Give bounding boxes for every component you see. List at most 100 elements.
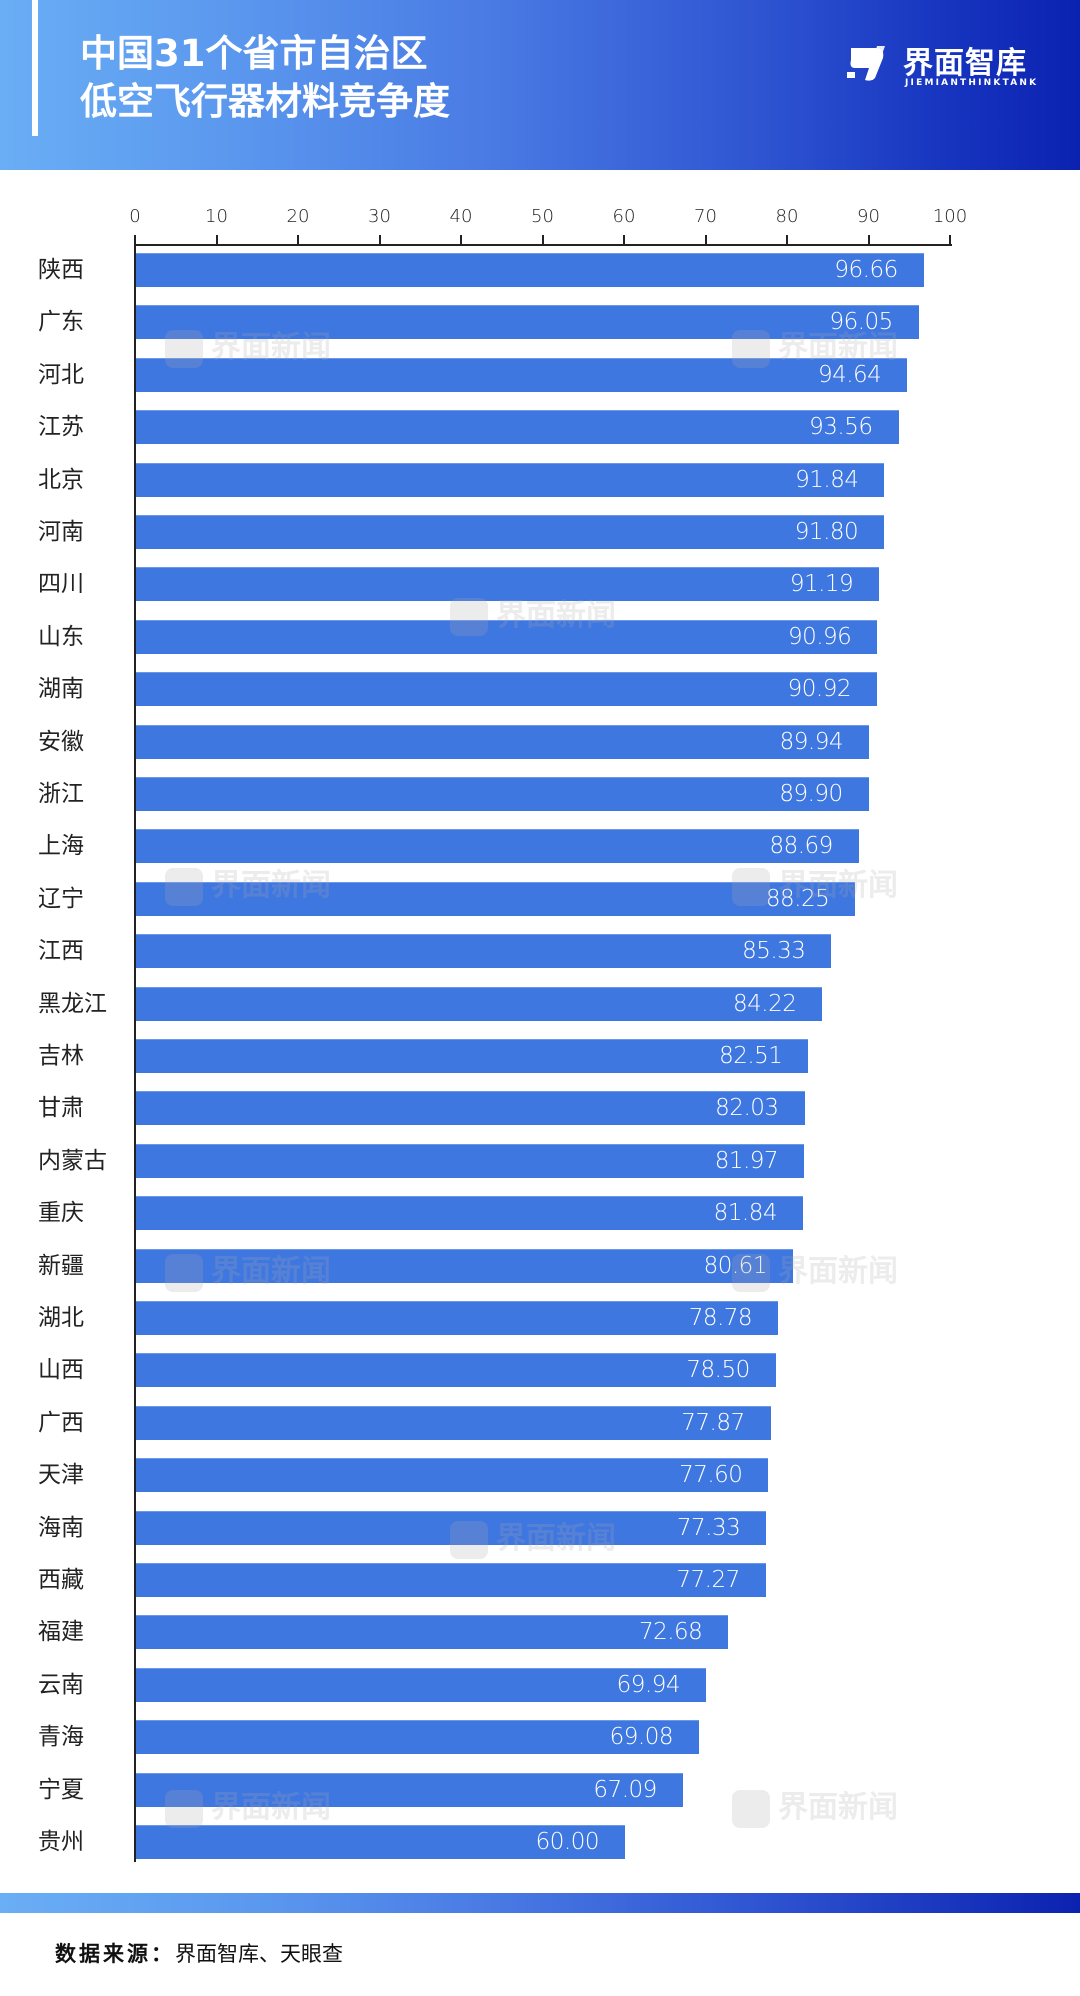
bar-row: 黑龙江 84.22: [0, 986, 1080, 1021]
bar-value-label: 85.33: [742, 938, 806, 965]
bar: 91.84: [136, 462, 885, 497]
x-tick-label: 90: [857, 206, 880, 227]
bar-value-label: 96.66: [834, 257, 898, 283]
x-tick-mark: [134, 235, 136, 245]
bar-row: 甘肃 82.03: [0, 1091, 1080, 1126]
bar-row: 天津 77.60: [0, 1458, 1080, 1493]
bar-row: 浙江 89.90: [0, 777, 1080, 811]
x-tick-mark: [623, 235, 625, 245]
bar-value-label: 88.69: [769, 833, 833, 860]
x-tick-label: 80: [775, 206, 799, 227]
bar-row: 山东 90.96: [0, 619, 1080, 654]
bar: 78.50: [136, 1353, 776, 1388]
bar-value-label: 91.19: [789, 571, 854, 598]
bar-row: 四川 91.19: [0, 567, 1080, 602]
category-label: 天津: [38, 1462, 84, 1489]
bar-row: 云南 69.94: [0, 1667, 1080, 1702]
bar-value-label: 84.22: [733, 990, 797, 1017]
bar: 85.33: [136, 934, 832, 969]
bar: 80.61: [136, 1248, 793, 1283]
x-tick-mark: [378, 235, 381, 245]
bar-row: 青海 69.08: [0, 1720, 1080, 1755]
bar-value-label: 69.08: [609, 1724, 674, 1751]
bar-value-label: 82.51: [719, 1043, 783, 1069]
jiemian-logo-icon: [847, 46, 885, 81]
bar-row: 上海 88.69: [0, 829, 1080, 864]
bar-row: 安徽 89.94: [0, 724, 1080, 759]
x-tick-mark: [867, 235, 870, 245]
category-label: 黑龙江: [38, 990, 107, 1017]
bar-value-label: 96.05: [829, 309, 893, 336]
x-tick-label: 60: [612, 206, 636, 227]
x-tick-mark: [215, 235, 218, 245]
bar-row: 河南 91.80: [0, 515, 1080, 549]
bar: 78.78: [136, 1301, 779, 1335]
bar-value-label: 91.80: [794, 519, 859, 545]
category-label: 山西: [38, 1357, 84, 1384]
x-tick-label: 30: [368, 206, 391, 227]
x-tick-mark: [786, 235, 788, 245]
category-label: 江苏: [38, 414, 84, 441]
bar: 60.00: [136, 1825, 625, 1859]
bar-value-label: 78.78: [688, 1305, 753, 1331]
bar-row: 福建 72.68: [0, 1615, 1080, 1650]
bar-value-label: 89.94: [779, 728, 844, 755]
bar-row: 广西 77.87: [0, 1405, 1080, 1440]
category-label: 西藏: [38, 1567, 84, 1593]
x-tick-mark: [949, 235, 951, 245]
bar: 77.33: [136, 1510, 767, 1545]
bar-row: 辽宁 88.25: [0, 881, 1080, 916]
bar: 96.05: [136, 305, 919, 340]
bar-value-label: 72.68: [638, 1619, 703, 1646]
x-axis-line: [135, 244, 952, 246]
category-label: 云南: [38, 1671, 84, 1698]
bar: 88.25: [136, 881, 856, 916]
bar: 84.22: [136, 986, 823, 1021]
bar: 90.96: [136, 619, 878, 654]
category-label: 辽宁: [38, 885, 84, 912]
category-label: 浙江: [38, 781, 84, 807]
bar-value-label: 60.00: [535, 1829, 600, 1855]
category-label: 湖南: [38, 676, 84, 703]
x-tick-label: 50: [531, 206, 554, 227]
category-label: 安徽: [38, 728, 84, 755]
x-tick-label: 40: [449, 206, 473, 227]
category-label: 河北: [38, 361, 84, 388]
bar-value-label: 93.56: [809, 414, 873, 441]
bar: 67.09: [136, 1772, 683, 1807]
category-label: 青海: [38, 1724, 84, 1751]
title-line-1: 中国31个省市自治区: [80, 32, 428, 75]
bar-row: 河北 94.64: [0, 357, 1080, 392]
category-label: 重庆: [38, 1200, 84, 1227]
x-tick-mark: [297, 235, 299, 245]
category-label: 江西: [38, 938, 84, 965]
bar: 89.94: [136, 724, 869, 759]
x-tick-mark: [704, 235, 707, 245]
bar-row: 北京 91.84: [0, 462, 1080, 497]
logo-text-cn: 界面智库: [903, 46, 1027, 81]
bar-value-label: 81.84: [713, 1200, 778, 1227]
bar-value-label: 94.64: [817, 361, 882, 388]
category-label: 海南: [38, 1514, 84, 1541]
header-banner: 中国31个省市自治区 低空飞行器材料竞争度 界面智库 JIEMIANTHINKT…: [0, 0, 1080, 170]
bar-row: 江西 85.33: [0, 934, 1080, 969]
footer-stripe: [0, 1893, 1080, 1913]
category-label: 四川: [38, 571, 84, 598]
category-label: 上海: [38, 833, 84, 860]
bar-value-label: 91.84: [795, 466, 859, 493]
bar: 77.60: [136, 1458, 769, 1493]
bar-value-label: 81.97: [714, 1147, 779, 1174]
x-tick-mark: [541, 235, 544, 245]
bar: 77.87: [136, 1405, 771, 1440]
bar-row: 内蒙古 81.97: [0, 1143, 1080, 1178]
bar-row: 山西 78.50: [0, 1353, 1080, 1388]
bar-row: 新疆 80.61: [0, 1248, 1080, 1283]
bar-row: 陕西 96.66: [0, 253, 1080, 287]
bar-value-label: 77.33: [676, 1514, 741, 1541]
bar-value-label: 78.50: [686, 1357, 750, 1384]
bar: 82.03: [136, 1091, 805, 1126]
source-value: 界面智库、天眼查: [175, 1942, 343, 1966]
bar: 69.94: [136, 1667, 706, 1702]
x-tick-label: 70: [694, 206, 717, 227]
bar: 81.84: [136, 1196, 803, 1231]
